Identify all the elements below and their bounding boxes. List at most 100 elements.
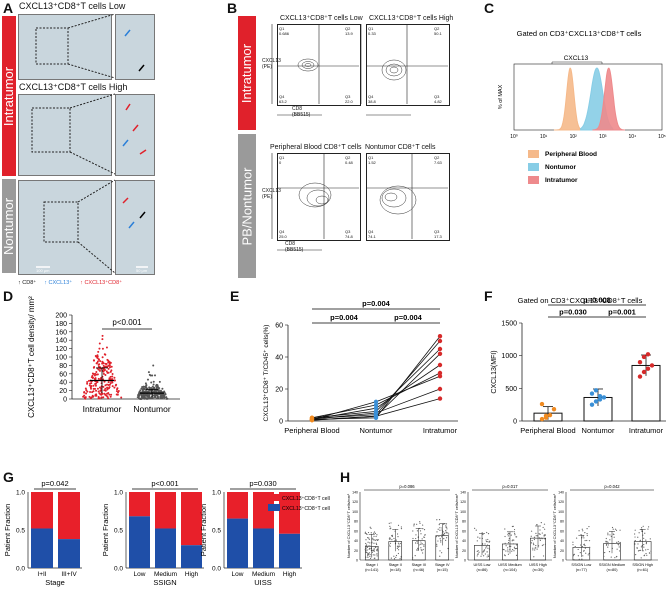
chart-d-point [114, 384, 117, 387]
chart-d-ytick: 140 [55, 338, 67, 345]
chart-d-point [111, 375, 114, 378]
chart-h-point [435, 535, 438, 538]
chart-h-point [613, 533, 615, 536]
chart-h-point [368, 552, 371, 554]
panel-b-sidebar-intratumor: Intratumor [238, 16, 256, 130]
chart-h-point [412, 557, 414, 559]
chart-d-pvalue: p<0.001 [112, 318, 142, 327]
legend-double: ↑ CXCL13⁺CD8⁺ [80, 280, 123, 286]
chart-e-xtick: Peripheral Blood [284, 426, 339, 435]
chart-h-xtick: SSIGN Medium [599, 563, 625, 567]
chart-h-point [399, 545, 401, 548]
chart-d-point [90, 376, 93, 379]
chart-f-point [641, 369, 647, 375]
chart-d-point [98, 342, 101, 345]
chart-h-point [619, 544, 621, 546]
flow-3-q2: Q2 0.48 [345, 155, 353, 165]
flow-2-q4: Q4 38.8 [368, 94, 376, 104]
chart-h-point [373, 550, 375, 552]
chart-h-point [397, 549, 400, 551]
chart-h-point [508, 539, 510, 541]
chart-h-pvalue: p=0.086 [399, 484, 415, 489]
chart-d-point [94, 384, 97, 387]
chart-h-point [513, 546, 516, 548]
chart-g-bar-high [31, 492, 53, 529]
chart-h-point [445, 537, 448, 539]
chart-e-point [373, 410, 379, 416]
chart-h-point [586, 528, 588, 530]
micro-low-title: CXCL13⁺CD8⁺T cells Low [19, 1, 126, 11]
chart-h-point [612, 528, 614, 530]
micro-low-overview [18, 14, 112, 80]
chart-h-point [420, 549, 422, 551]
chart-c-xtick: 10⁰ [510, 134, 518, 140]
chart-g-ytick: 0.5 [114, 528, 123, 535]
chart-d-point [152, 364, 155, 367]
chart-h-xtick: (n=18) [390, 568, 402, 572]
chart-f-point [593, 399, 599, 404]
chart-h-point [440, 539, 442, 542]
chart-h-point [638, 549, 640, 552]
chart-d-point [147, 371, 150, 374]
chart-d-point [157, 390, 160, 393]
chart-h-point [441, 552, 443, 554]
chart-h-point [635, 554, 637, 556]
panel-e-letter: E [230, 288, 240, 304]
chart-d-point [111, 385, 114, 388]
chart-e-point [437, 346, 443, 352]
chart-d-point [137, 395, 140, 398]
chart-h-xtick: Stage I [366, 563, 378, 567]
chart-h-point [373, 535, 375, 537]
chart-h-point [391, 535, 394, 537]
chart-f-point [641, 354, 647, 360]
chart-h-point [397, 552, 399, 555]
chart-h-point [583, 537, 585, 539]
chart-d-point [105, 370, 108, 373]
chart-h-ytick: 100 [558, 510, 564, 514]
chart-h-point [393, 555, 395, 557]
chart-h-point [535, 535, 537, 537]
chart-h-point [443, 538, 445, 540]
chart-h-point [536, 548, 538, 550]
chart-h-point [607, 534, 609, 536]
chart-d-point [158, 380, 161, 383]
chart-h-point [513, 531, 515, 533]
chart-d-point [85, 392, 88, 395]
chart-e-ytick: 0 [279, 419, 283, 426]
chart-h-point [398, 544, 400, 546]
chart-h-point [367, 541, 369, 543]
chart-h-point [587, 554, 589, 556]
chart-h-point [507, 541, 510, 544]
chart-d-point [139, 397, 142, 400]
chart-g-ylabel: Patient Fraction [101, 504, 110, 557]
chart-h-point [439, 529, 441, 531]
chart-h-point [484, 553, 486, 555]
chart-d-point [101, 334, 104, 337]
chart-h-point [396, 533, 399, 535]
chart-d-point [85, 389, 88, 392]
chart-h-xtick: (n=104) [503, 568, 517, 572]
chart-g-ylabel: Patient Fraction [3, 504, 12, 557]
chart-h-point [637, 543, 639, 545]
chart-d-point [146, 395, 149, 398]
chart-h-point [439, 527, 441, 529]
chart-h-point [422, 524, 424, 526]
chart-d-point [100, 396, 103, 399]
chart-h-point [391, 534, 393, 536]
chart-h-point [477, 550, 479, 552]
chart-h-point [586, 533, 588, 535]
chart-h-point [648, 552, 651, 554]
chart-d-point [144, 394, 147, 397]
chart-h-point [584, 532, 586, 534]
panel-a-sidebar-nontumor: Nontumor [2, 179, 17, 273]
chart-e-point [437, 370, 443, 376]
chart-h-point [374, 554, 376, 556]
flow-2-q3: Q3 4.82 [434, 94, 442, 104]
chart-h-point [372, 549, 374, 551]
chart-h-point [420, 540, 422, 542]
chart-h-point [364, 531, 366, 533]
chart-e-point [437, 338, 443, 344]
chart-h-point [507, 551, 509, 553]
micro-high-zoom [115, 94, 155, 176]
chart-h-point [441, 536, 443, 538]
